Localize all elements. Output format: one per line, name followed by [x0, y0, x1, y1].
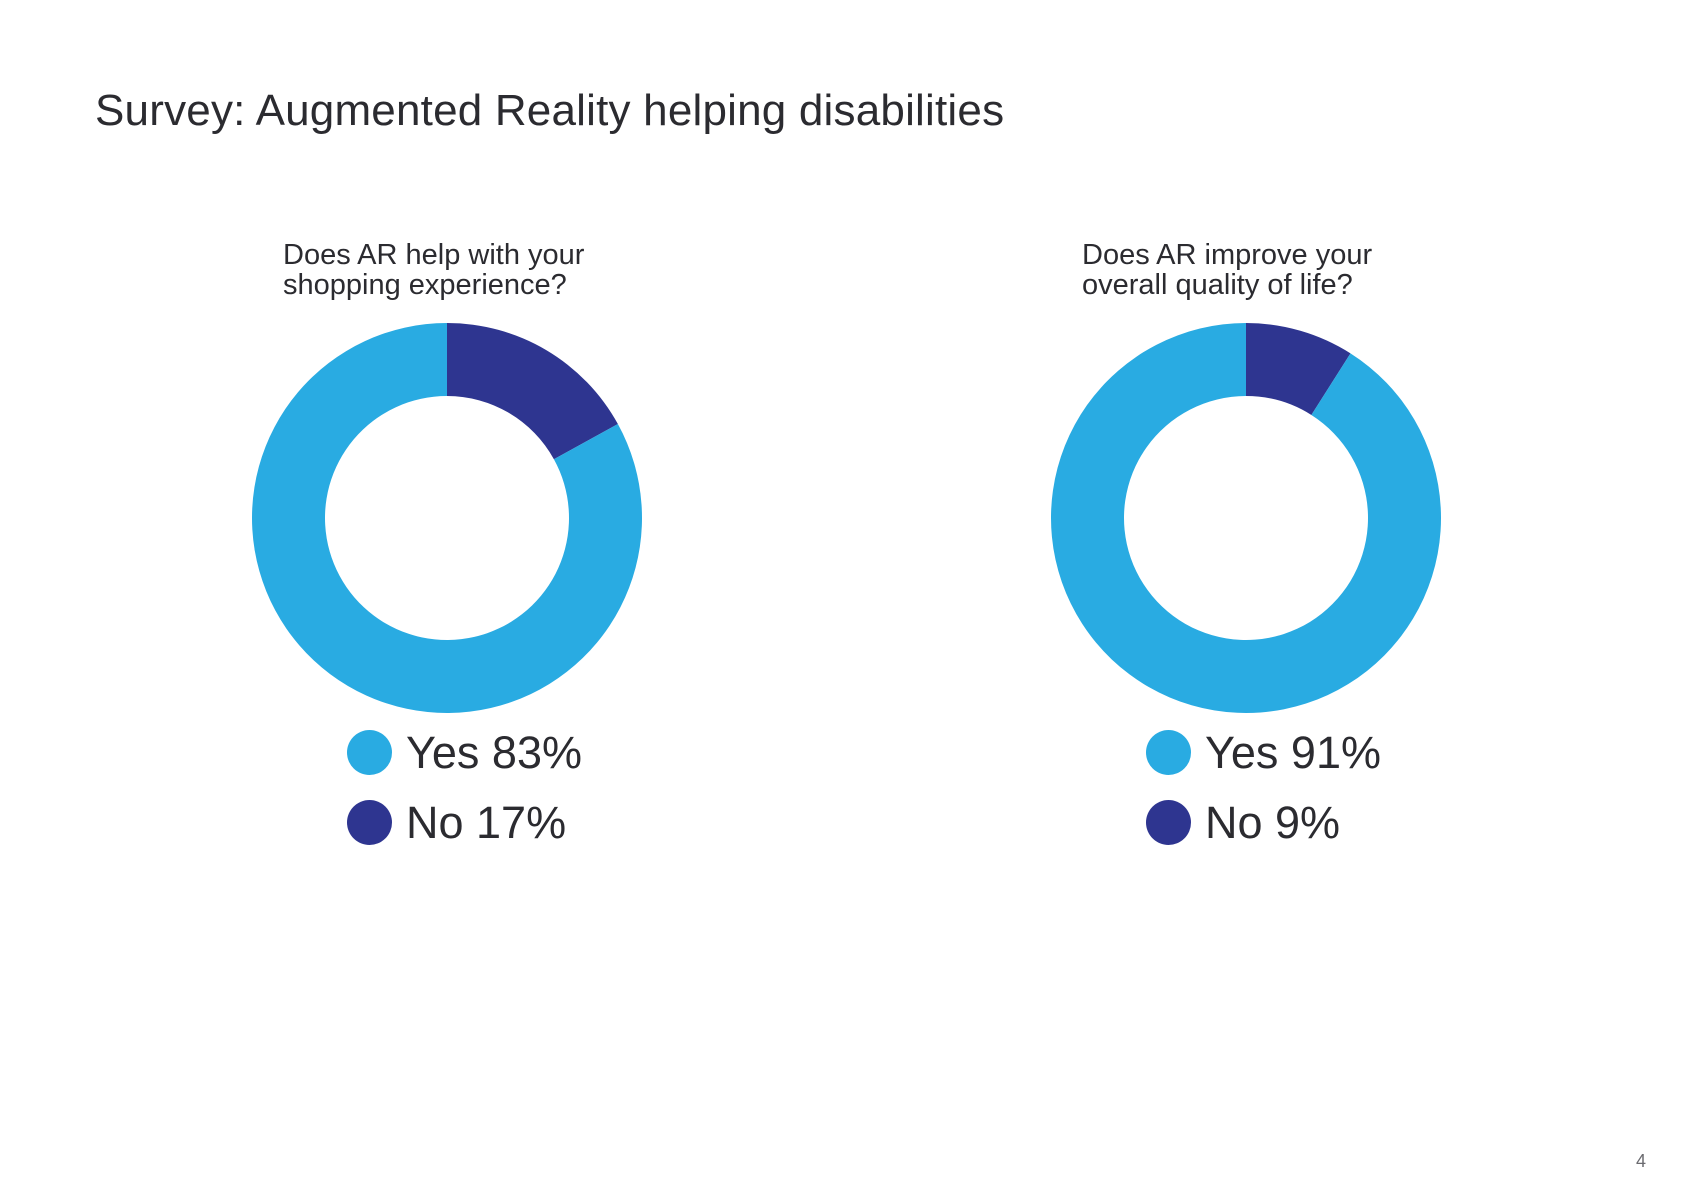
legend-swatch-yes: [1146, 730, 1191, 775]
legend-label-yes: Yes 83%: [406, 727, 582, 778]
page-title: Survey: Augmented Reality helping disabi…: [95, 86, 1005, 135]
slice-no: [447, 323, 618, 460]
donut: [252, 323, 642, 713]
legend-label-no: No 9%: [1205, 797, 1341, 848]
legend-swatch-yes: [347, 730, 392, 775]
legend-label-no: No 17%: [406, 797, 567, 848]
chart-title: Does AR improve your overall quality of …: [1082, 239, 1373, 301]
legend-swatch-no: [1146, 800, 1191, 845]
donut-chart-quality-of-life: Does AR improve your overall quality of …: [996, 240, 1496, 860]
legend-swatch-no: [347, 800, 392, 845]
page-number: 4: [1635, 1151, 1646, 1171]
slice-no: [1246, 323, 1351, 415]
donut: [1051, 323, 1441, 713]
slice-yes: [1051, 323, 1441, 713]
donut-chart-shopping: Does AR help with your shopping experien…: [197, 240, 697, 860]
chart-title: Does AR help with your shopping experien…: [283, 239, 585, 301]
legend-label-yes: Yes 91%: [1205, 727, 1381, 778]
slice-yes: [252, 323, 642, 713]
